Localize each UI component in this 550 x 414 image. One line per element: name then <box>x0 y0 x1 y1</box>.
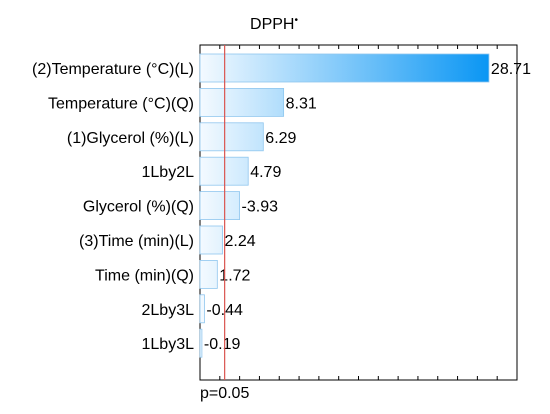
value-label: 2.24 <box>225 233 256 250</box>
value-label: 1.72 <box>219 267 250 284</box>
bar <box>199 122 264 152</box>
bars <box>199 53 490 358</box>
chart-title: DPPH• <box>250 15 298 33</box>
bar <box>199 191 240 221</box>
value-label: 4.79 <box>250 164 281 181</box>
value-label: -0.19 <box>204 336 241 353</box>
category-label: Temperature (°C)(Q) <box>48 95 194 112</box>
value-label: -3.93 <box>242 199 279 216</box>
category-label: Time (min)(Q) <box>95 267 194 284</box>
value-label: 6.29 <box>265 130 296 147</box>
bar <box>199 88 285 117</box>
category-label: 1Lby3L <box>142 336 195 353</box>
value-label: 8.31 <box>286 95 317 112</box>
bar <box>199 328 203 358</box>
bar <box>199 294 205 324</box>
value-label: 28.71 <box>491 61 531 78</box>
category-labels: (2)Temperature (°C)(L) Temperature (°C)(Q… <box>32 61 194 353</box>
category-label: (3)Time (min)(L) <box>79 233 194 250</box>
category-label: (2)Temperature (°C)(L) <box>32 61 194 78</box>
bar <box>199 259 218 289</box>
category-label: (1)Glycerol (%)(L) <box>67 130 194 147</box>
category-label: 2Lby3L <box>142 302 195 319</box>
bar <box>199 53 490 83</box>
category-label: 1Lby2L <box>142 164 195 181</box>
category-label: Glycerol (%)(Q) <box>83 199 194 216</box>
frame-ticks <box>219 45 498 380</box>
significance-label: p=0.05 <box>200 385 249 402</box>
bar <box>199 225 223 255</box>
